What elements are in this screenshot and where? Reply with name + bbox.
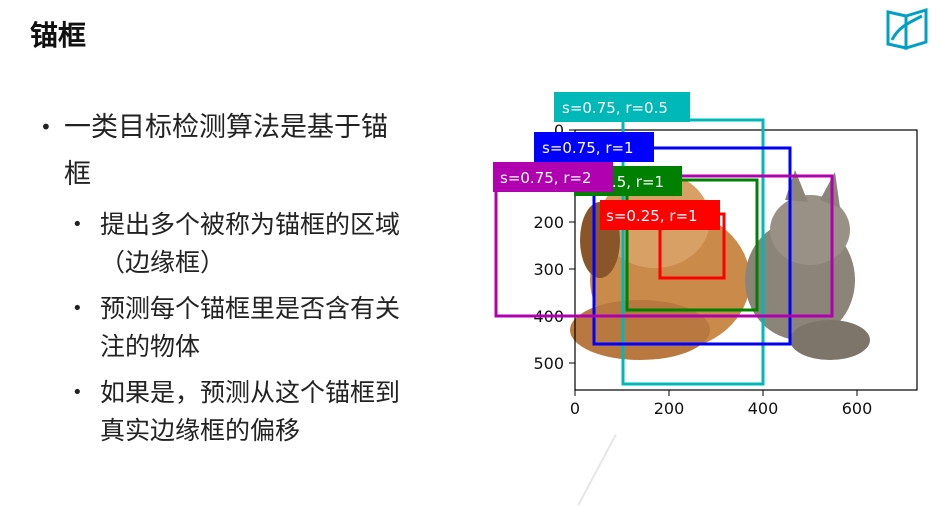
anchor-box-figure: 0 100 200 300 400 500 0 200 400 600 s=0.… [493, 92, 918, 418]
x-tick-600: 600 [842, 399, 873, 418]
page-title: 锚框 [30, 19, 87, 52]
bullet-main-line2: 框 [64, 159, 91, 190]
bullet-list: • 一类目标检测算法是基于锚 框 • 提出多个被称为锚框的区域 （边缘框） • … [40, 104, 470, 450]
x-tick-200: 200 [654, 399, 685, 418]
sub-bullet-2-line2: 注的物体 [100, 332, 201, 361]
anchor-label-red-text: s=0.25, r=1 [606, 207, 698, 225]
sub-bullet-3-line1: 如果是，预测从这个锚框到 [100, 378, 401, 407]
sub-bullet-2: • 预测每个锚框里是否含有关 注的物体 [40, 290, 470, 366]
anchor-box-blue [592, 146, 792, 346]
anchor-box-green [625, 178, 759, 312]
anchor-label-red: s=0.25, r=1 [600, 200, 720, 230]
bullet-dot-icon: • [72, 298, 83, 319]
bullet-dot-icon: • [72, 214, 83, 235]
bullet-dot-icon: • [72, 382, 83, 403]
y-tick-500: 500 [533, 354, 564, 373]
x-tick-400: 400 [748, 399, 779, 418]
bullet-dot-icon: • [40, 115, 52, 139]
sub-bullet-3: • 如果是，预测从这个锚框到 真实边缘框的偏移 [40, 374, 470, 450]
anchor-label-magenta: s=0.75, r=2 [493, 162, 613, 192]
anchor-label-cyan: s=0.75, r=0.5 [554, 92, 690, 122]
y-tick-0: 0 [554, 121, 564, 140]
x-tick-0: 0 [570, 399, 580, 418]
anchor-box-cyan [621, 118, 765, 386]
sub-bullet-3-line2: 真实边缘框的偏移 [100, 416, 301, 445]
y-tick-200: 200 [533, 213, 564, 232]
sub-bullet-1-line2: （边缘框） [100, 248, 226, 277]
decorative-line [577, 434, 617, 506]
bullet-main: • 一类目标检测算法是基于锚 框 [40, 104, 470, 198]
sub-bullet-2-line1: 预测每个锚框里是否含有关 [100, 294, 401, 323]
open-book-logo-icon [886, 7, 928, 51]
plot-frame [574, 129, 918, 391]
anchor-label-blue-text: s=0.75, r=1 [542, 139, 634, 157]
anchor-label-blue: s=0.75, r=1 [534, 132, 654, 162]
sub-bullet-1-line1: 提出多个被称为锚框的区域 [100, 210, 401, 239]
anchor-label-cyan-text: s=0.75, r=0.5 [562, 99, 668, 117]
y-tick-300: 300 [533, 260, 564, 279]
x-axis: 0 200 400 600 [570, 390, 872, 418]
bullet-main-line1: 一类目标检测算法是基于锚 [64, 112, 388, 143]
sub-bullet-1: • 提出多个被称为锚框的区域 （边缘框） [40, 206, 470, 282]
anchor-label-magenta-text: s=0.75, r=2 [500, 169, 592, 187]
